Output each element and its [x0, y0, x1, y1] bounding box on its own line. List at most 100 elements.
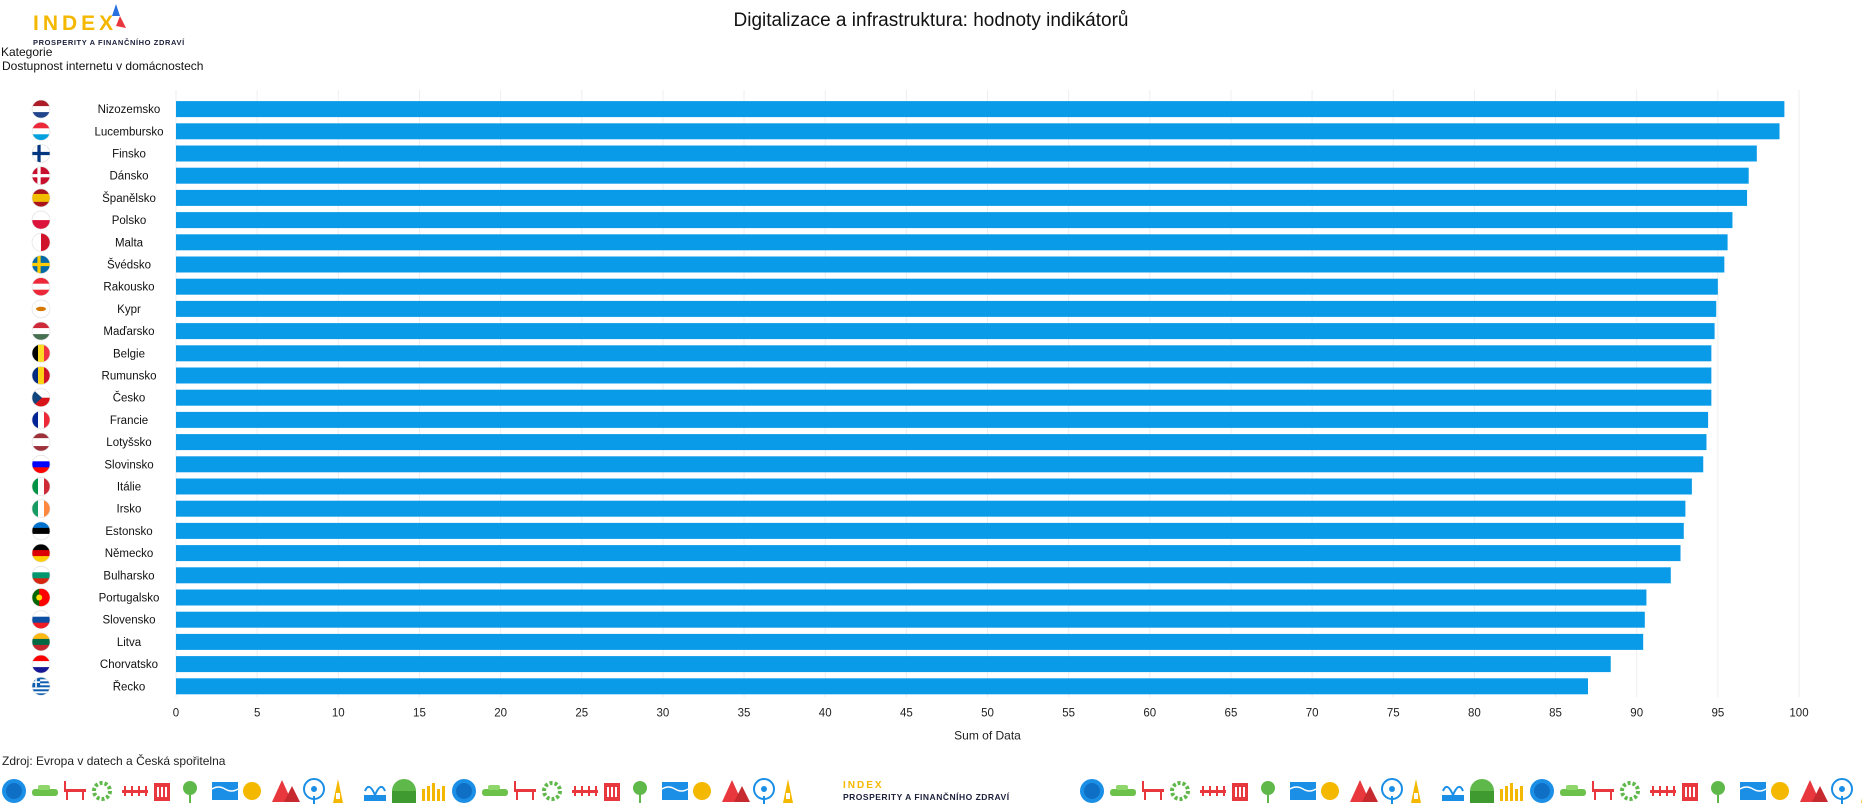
flag-stripe — [32, 277, 50, 285]
footer-logo-subtitle: PROSPERITY A FINANČNÍHO ZDRAVÍ — [843, 792, 1010, 802]
field-icon — [1500, 783, 1523, 801]
sun-icon — [693, 782, 711, 800]
ferris-wheel-icon — [753, 778, 775, 804]
flag-slovinsko-icon — [32, 455, 50, 474]
flag-dánsko-icon — [32, 166, 50, 185]
x-tick-label: 65 — [1225, 707, 1238, 719]
x-tick-label: 10 — [332, 707, 345, 719]
x-tick-label: 15 — [413, 707, 426, 719]
rail-icon — [1650, 786, 1676, 796]
gear-icon — [92, 781, 112, 801]
flag-itálie-icon — [32, 477, 50, 496]
flag-stripe — [32, 622, 50, 629]
x-tick-label: 70 — [1306, 707, 1319, 719]
flag-stripe — [32, 550, 50, 557]
logo-word: INDEX — [33, 12, 118, 35]
globe-icon — [452, 779, 476, 803]
bar-česko — [176, 389, 1712, 406]
x-tick-label: 40 — [819, 707, 832, 719]
flag-stripe — [38, 499, 45, 518]
gear-icon — [1620, 781, 1640, 801]
tree-icon — [1711, 781, 1725, 803]
flag-outline — [31, 499, 51, 519]
category-label: Nizozemsko — [98, 104, 161, 116]
gear-icon — [542, 781, 562, 801]
flag-stripe — [32, 677, 50, 680]
fountain-icon — [1442, 785, 1464, 801]
flag-stripe — [32, 128, 50, 135]
category-label: Irsko — [117, 504, 142, 516]
car-icon — [1110, 785, 1136, 796]
hill-icon — [392, 779, 416, 803]
footer-logo-word: INDEX — [843, 780, 884, 791]
category-label: Rakousko — [103, 282, 154, 294]
x-tick-label: 90 — [1630, 707, 1643, 719]
flag-stripe — [32, 681, 50, 684]
flag-stripe — [32, 693, 50, 696]
x-tick-label: 20 — [494, 707, 507, 719]
category-label: Lucembursko — [94, 126, 163, 138]
flag-stripe — [32, 106, 50, 113]
waves-icon — [1739, 782, 1767, 800]
flag-stripe — [32, 533, 50, 540]
bench-icon — [514, 781, 536, 800]
car-icon — [32, 785, 58, 796]
page-title: Digitalizace a infrastruktura: hodnoty i… — [733, 10, 1129, 31]
bar-bulharsko — [176, 567, 1671, 584]
flag-outline — [31, 343, 51, 363]
flag-česko-icon — [32, 388, 50, 407]
flag-stripe — [32, 644, 50, 651]
x-tick-label: 55 — [1062, 707, 1075, 719]
category-value[interactable]: Dostupnost internetu v domácnostech — [2, 59, 204, 73]
flag-outline — [31, 610, 51, 630]
bar-irsko — [176, 500, 1686, 517]
flag-outline — [31, 521, 51, 541]
globe-icon — [1530, 779, 1554, 803]
x-tick-label: 85 — [1549, 707, 1562, 719]
footer-logo: INDEX PROSPERITY A FINANČNÍHO ZDRAVÍ — [843, 780, 1033, 804]
tree-icon — [1261, 781, 1275, 803]
flag-cross — [32, 174, 50, 178]
flag-stripe — [32, 667, 50, 674]
x-tick-label: 25 — [575, 707, 588, 719]
bar-itálie — [176, 478, 1692, 495]
flag-chorvatsko-icon — [32, 655, 50, 674]
flag-stripe — [32, 467, 50, 474]
bar-francie — [176, 411, 1709, 428]
bar-slovinsko — [176, 456, 1704, 473]
flag-stripe — [38, 366, 45, 385]
mountain-icon — [1800, 780, 1828, 802]
flag-portugalsko-icon — [32, 588, 50, 607]
waves-icon — [1289, 782, 1317, 800]
x-tick-label: 80 — [1468, 707, 1481, 719]
flag-stripe — [32, 572, 50, 579]
flag-outline — [31, 277, 51, 296]
mountain-icon — [272, 780, 300, 802]
flag-cross — [32, 681, 41, 683]
flag-stripe — [32, 544, 50, 551]
logo-triangles-icon — [112, 4, 126, 28]
bench-icon — [1592, 781, 1614, 800]
rail-icon — [572, 786, 598, 796]
bar-finsko — [176, 145, 1757, 162]
flag-emblem — [36, 594, 43, 601]
flag-stripe — [32, 687, 50, 690]
flag-stripe — [38, 477, 45, 496]
category-label: Dánsko — [110, 171, 149, 183]
bar-slovensko — [176, 611, 1645, 628]
flag-stripe — [32, 610, 50, 618]
waves-icon — [661, 782, 689, 800]
category-label: Finsko — [112, 149, 146, 161]
flag-belgie-icon — [32, 344, 50, 363]
bar-španělsko — [176, 189, 1748, 206]
flag-stripe — [32, 499, 39, 518]
fountain-icon — [364, 785, 386, 801]
flag-lucembursko-icon — [32, 122, 50, 141]
tower-icon — [333, 779, 343, 803]
flag-stripe — [32, 527, 50, 535]
flag-cross — [32, 151, 50, 156]
flag-stripe — [32, 220, 50, 230]
flag-stripe — [38, 344, 45, 363]
gear-icon — [1170, 781, 1190, 801]
flag-stripe — [44, 499, 50, 518]
